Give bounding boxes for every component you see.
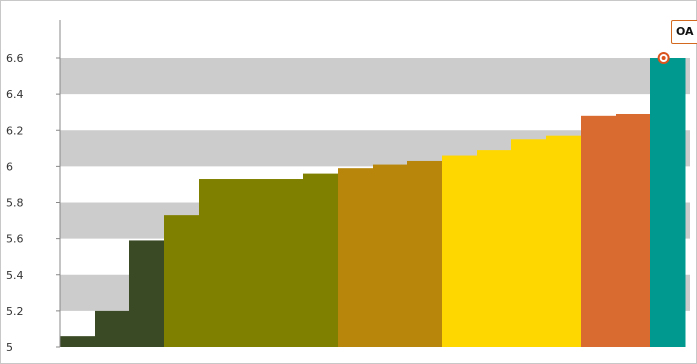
bar[interactable] xyxy=(581,115,617,347)
y-tick-label: 5 xyxy=(6,341,13,354)
y-tick-label: 6 xyxy=(6,160,13,173)
highlight-marker xyxy=(657,52,670,64)
bar[interactable] xyxy=(511,139,547,347)
bar[interactable] xyxy=(95,310,130,347)
bar[interactable] xyxy=(129,240,165,347)
bar-series xyxy=(60,58,686,348)
bar[interactable] xyxy=(546,135,582,347)
y-tick-label: 5.8 xyxy=(6,197,24,210)
y-tick-label: 5.2 xyxy=(6,305,24,318)
bar[interactable] xyxy=(650,58,686,347)
grid-band xyxy=(60,58,690,95)
bar[interactable] xyxy=(616,113,651,348)
bar[interactable] xyxy=(407,160,443,347)
y-tick-label: 6.4 xyxy=(6,88,24,101)
bar[interactable] xyxy=(234,179,269,347)
bar[interactable] xyxy=(164,215,200,347)
bar[interactable] xyxy=(60,336,96,347)
bar[interactable] xyxy=(442,155,478,347)
tooltip: OA xyxy=(671,20,697,44)
bar[interactable] xyxy=(477,150,512,347)
bar[interactable] xyxy=(338,168,374,347)
y-axis: 5 5.2 5.4 5.6 5.8 6 6.2 6.4 6.6 xyxy=(6,20,61,354)
y-tick-label: 5.6 xyxy=(6,233,24,246)
highlight-point-dot xyxy=(661,56,666,60)
y-tick-label: 5.4 xyxy=(6,269,24,282)
bar[interactable] xyxy=(373,164,408,347)
y-tick-label: 6.2 xyxy=(6,124,24,137)
bar[interactable] xyxy=(268,179,304,347)
bar[interactable] xyxy=(303,173,339,347)
y-tick-label: 6.6 xyxy=(6,52,24,65)
bar[interactable] xyxy=(199,179,235,347)
